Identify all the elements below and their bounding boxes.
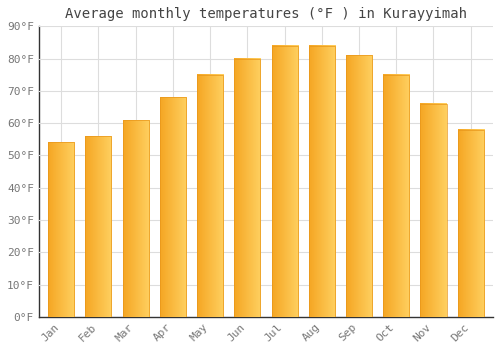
Bar <box>86 136 112 317</box>
Bar <box>197 75 223 317</box>
Bar <box>308 46 335 317</box>
Bar <box>160 97 186 317</box>
Bar <box>122 120 148 317</box>
Bar <box>272 46 297 317</box>
Bar <box>420 104 446 317</box>
Title: Average monthly temperatures (°F ) in Kurayyimah: Average monthly temperatures (°F ) in Ku… <box>65 7 467 21</box>
Bar <box>48 142 74 317</box>
Bar <box>383 75 409 317</box>
Bar <box>346 55 372 317</box>
Bar <box>458 130 483 317</box>
Bar <box>234 58 260 317</box>
